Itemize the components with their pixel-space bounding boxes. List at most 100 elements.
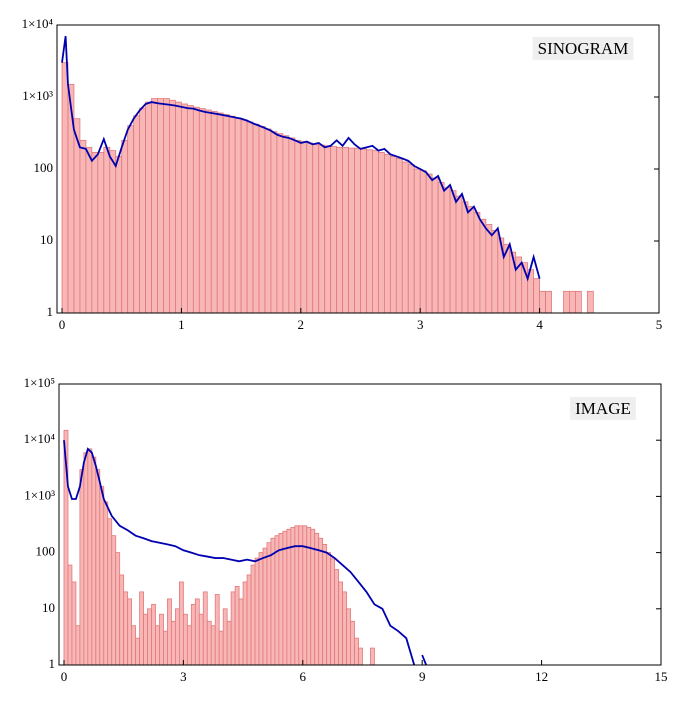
bar xyxy=(206,620,212,665)
bar xyxy=(330,146,338,313)
bar xyxy=(395,158,403,313)
bar xyxy=(254,557,260,665)
bar xyxy=(79,469,85,665)
bar xyxy=(186,625,192,665)
bar xyxy=(473,211,481,313)
y-tick-label: 100 xyxy=(34,160,54,175)
bar xyxy=(226,620,232,665)
bar xyxy=(181,103,188,313)
bar xyxy=(563,290,570,313)
bar xyxy=(274,535,280,665)
bar xyxy=(87,448,93,665)
bar xyxy=(342,146,349,313)
bar xyxy=(318,144,326,313)
bar xyxy=(115,552,121,665)
bar xyxy=(290,527,296,665)
x-tick-label: 12 xyxy=(535,669,548,684)
bar xyxy=(61,62,69,313)
bar xyxy=(139,591,144,665)
bar xyxy=(378,152,385,313)
bar xyxy=(234,117,242,313)
bar xyxy=(366,149,373,313)
bar xyxy=(230,591,236,665)
bar xyxy=(348,147,355,313)
bar xyxy=(99,486,105,665)
bar xyxy=(234,586,240,665)
bar xyxy=(210,111,218,313)
bar xyxy=(479,218,487,313)
bar xyxy=(204,109,212,313)
bar xyxy=(326,552,332,665)
bar xyxy=(246,574,252,665)
bar xyxy=(354,637,359,665)
bar xyxy=(443,187,451,313)
bar xyxy=(192,106,200,313)
bar xyxy=(358,647,363,665)
bar xyxy=(216,112,224,313)
bar xyxy=(569,290,576,313)
bar xyxy=(228,115,236,313)
x-tick-label: 3 xyxy=(417,317,424,332)
bar xyxy=(210,625,216,665)
bar xyxy=(288,137,296,313)
bar xyxy=(171,620,176,665)
bar xyxy=(318,537,324,665)
bar xyxy=(346,608,351,665)
x-tick-label: 3 xyxy=(180,669,187,684)
bar xyxy=(370,647,375,665)
bar xyxy=(449,190,457,313)
bar xyxy=(115,155,123,313)
bar xyxy=(127,125,135,313)
x-tick-label: 0 xyxy=(61,669,68,684)
label-box xyxy=(532,36,634,60)
panel-label: IMAGE xyxy=(575,399,631,418)
bar xyxy=(467,206,475,313)
bar xyxy=(431,177,439,313)
y-tick-label: 1×10⁵ xyxy=(24,375,55,390)
bar xyxy=(218,630,224,665)
bar xyxy=(91,152,99,313)
bars xyxy=(63,429,375,665)
plot-frame xyxy=(58,383,662,666)
label-box xyxy=(570,396,636,420)
bar xyxy=(145,101,152,313)
bar xyxy=(389,155,397,313)
bar xyxy=(330,557,336,665)
x-tick-label: 6 xyxy=(300,669,307,684)
bar xyxy=(139,107,146,313)
y-tick-label: 10 xyxy=(40,232,53,247)
bar xyxy=(85,146,93,313)
bar xyxy=(575,290,582,313)
bar xyxy=(437,182,445,313)
bar xyxy=(533,278,541,313)
bar xyxy=(242,581,248,665)
bar xyxy=(107,518,113,665)
bar xyxy=(167,598,172,665)
bar xyxy=(91,456,97,665)
bar xyxy=(111,535,117,665)
bar xyxy=(425,173,433,313)
bar xyxy=(324,145,332,313)
bar xyxy=(258,552,264,665)
bar xyxy=(372,150,379,313)
bar xyxy=(73,118,81,313)
bar xyxy=(198,613,204,665)
bar xyxy=(175,608,180,665)
bar xyxy=(485,224,493,313)
panel: 1 10 100 1×10³ 1×10⁴ 1×10⁵ 0 3 6 9 12 15 IMAGE xyxy=(24,375,668,684)
bar xyxy=(401,161,409,313)
y-tick-label: 1×10³ xyxy=(22,88,53,103)
bar xyxy=(175,101,182,313)
bar xyxy=(286,528,292,665)
bar xyxy=(246,121,254,313)
y-tick-label: 1 xyxy=(49,656,56,671)
overlay-line xyxy=(61,36,541,282)
bar xyxy=(294,139,302,313)
bar xyxy=(252,123,260,313)
bar xyxy=(178,581,184,665)
bar xyxy=(282,530,288,665)
bar xyxy=(83,452,89,665)
bar xyxy=(258,126,266,313)
bar xyxy=(169,99,176,313)
